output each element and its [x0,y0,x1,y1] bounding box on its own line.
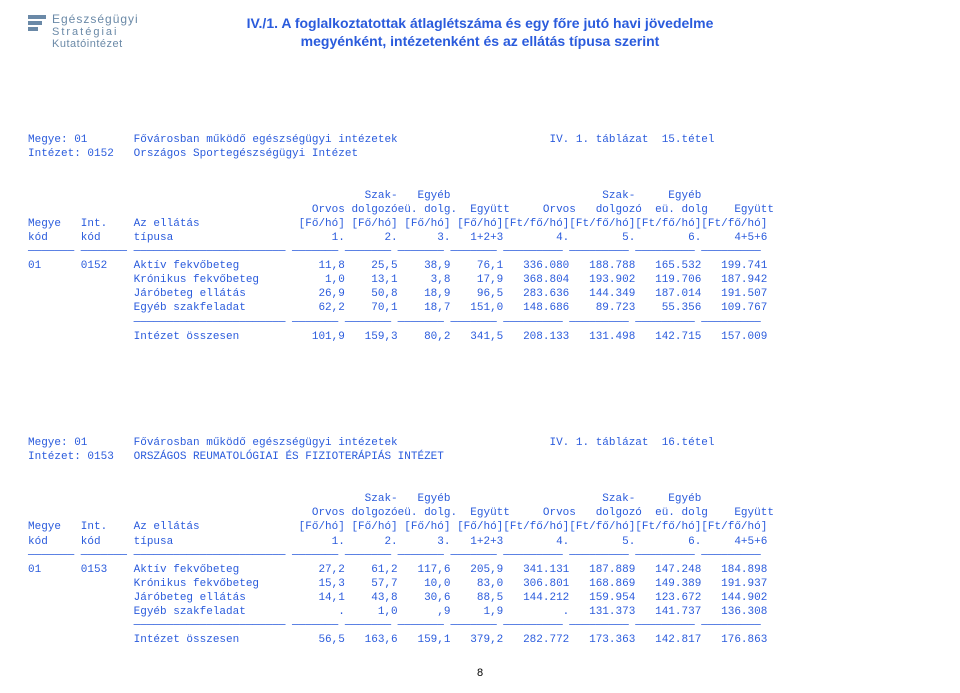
logo-line3: Kutatóintézet [52,38,139,50]
table-1-pre: Megye: 01 Fővárosban működő egészségügyi… [28,133,932,344]
logo-line2: Stratégiai [52,26,139,38]
page-number: 8 [0,667,960,679]
logo: Egészségügyi Stratégiai Kutatóintézet [28,12,139,50]
table-section-2: Megye: 01 Fővárosban működő egészségügyi… [28,408,932,675]
table-2-pre: Megye: 01 Fővárosban működő egészségügyi… [28,436,932,647]
title-line2: megyénként, intézetenként és az ellátás … [130,32,830,50]
title-line1: IV./1. A foglalkoztatottak átlaglétszáma… [130,14,830,32]
logo-line1: Egészségügyi [52,12,139,26]
table-section-1: Megye: 01 Fővárosban működő egészségügyi… [28,104,932,371]
page: Egészségügyi Stratégiai Kutatóintézet IV… [0,0,960,693]
document-title: IV./1. A foglalkoztatottak átlaglétszáma… [130,12,830,50]
